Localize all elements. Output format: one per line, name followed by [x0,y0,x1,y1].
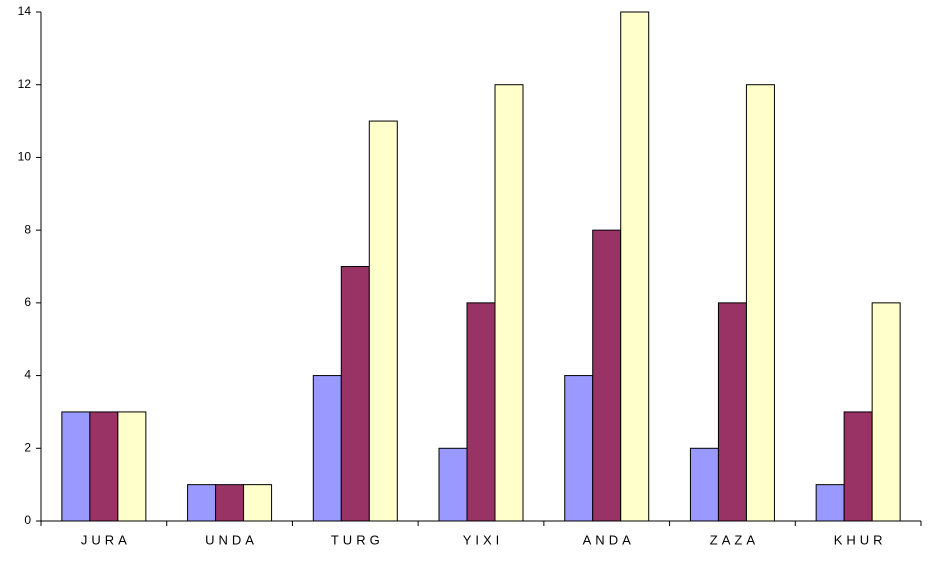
bar [438,447,468,522]
bar [815,484,845,522]
bar [312,375,342,522]
bar [215,484,245,522]
bar [843,411,873,522]
x-tick-label: JURA [81,532,131,547]
bar [620,11,650,522]
x-tick-label: KHUR [834,532,887,547]
bar [689,447,719,522]
bar [871,302,901,522]
bar [592,229,622,522]
bar [466,302,496,522]
bar [89,411,119,522]
x-tick-label: YIXI [463,532,504,547]
bar [368,120,398,522]
bar [243,484,273,522]
y-tick-label: 6 [24,295,31,309]
bar [117,411,147,522]
y-tick-label: 10 [18,150,32,164]
y-tick-label: 8 [24,222,31,236]
bar [61,411,91,522]
y-tick-label: 2 [24,440,31,454]
bar [494,84,524,522]
x-tick-label: TURG [331,532,384,547]
bar [745,84,775,522]
x-tick-label: ANDA [583,532,635,547]
y-tick-label: 14 [18,4,32,18]
bar [717,302,747,522]
bar [564,375,594,522]
y-tick-label: 4 [24,368,31,382]
x-tick-label: ZAZA [710,532,759,547]
x-tick-label: UNDA [205,532,258,547]
y-tick-label: 0 [24,513,31,527]
bar [340,266,370,522]
bar [187,484,217,522]
y-tick-label: 12 [18,77,32,91]
